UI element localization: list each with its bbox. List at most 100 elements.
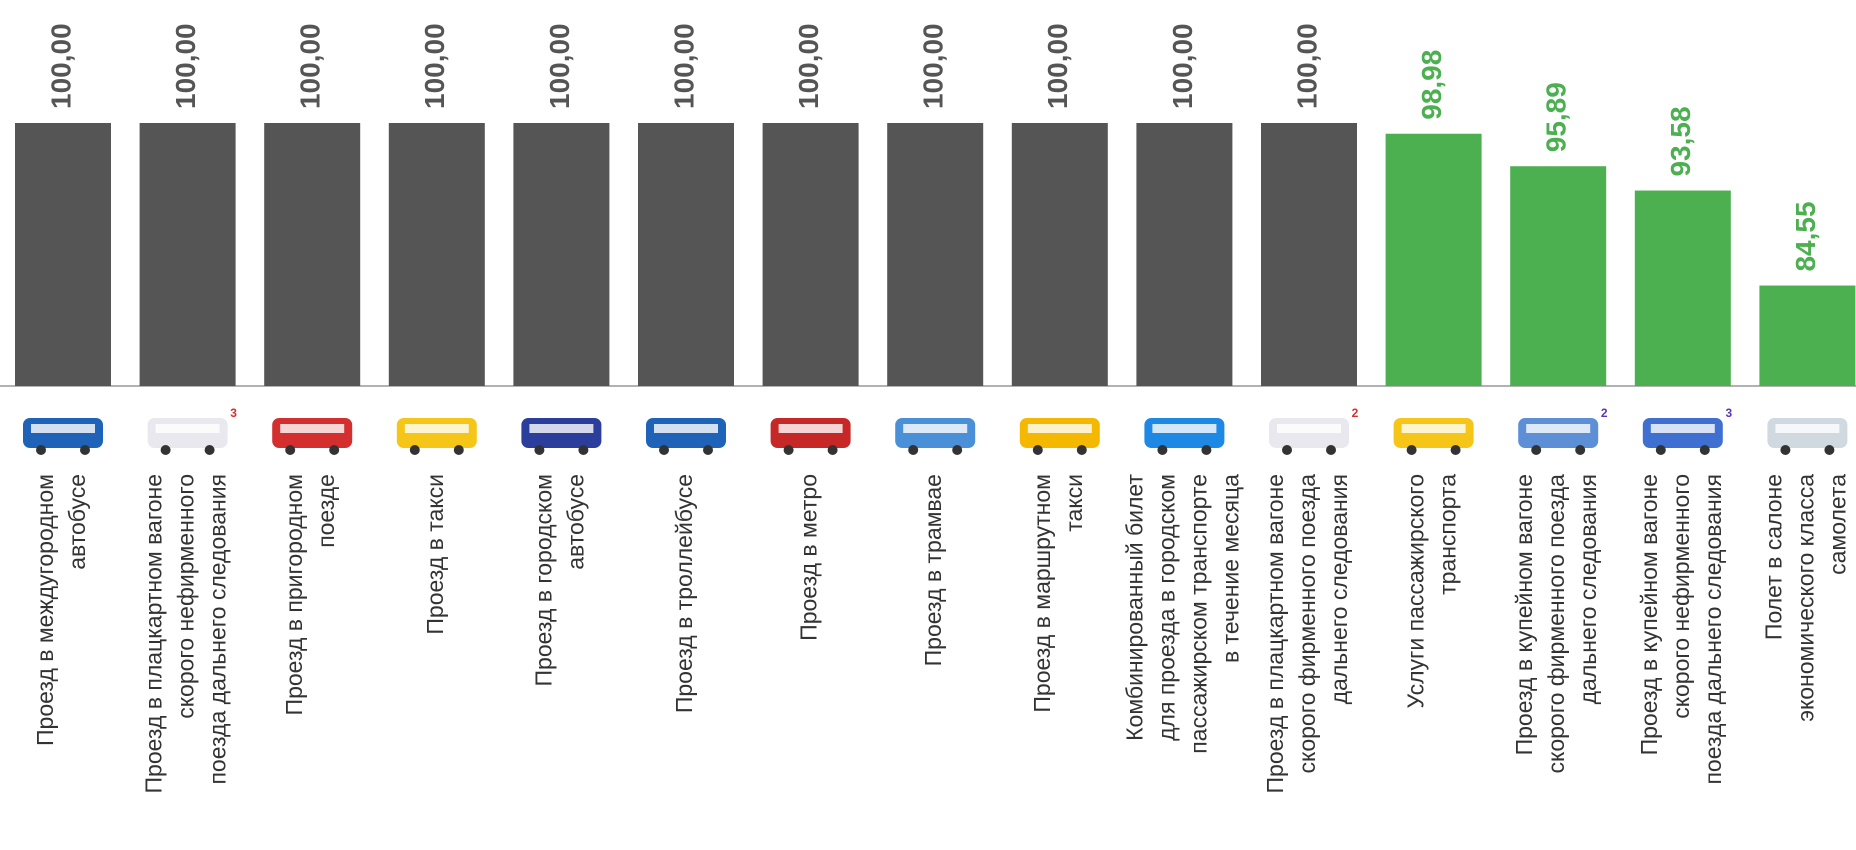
- icon-wheel: [1157, 445, 1168, 455]
- x-tick-label: Проезд в плацкартном вагоне скорого нефир…: [141, 474, 231, 794]
- icon-window: [1526, 424, 1591, 433]
- value-label: 100,00: [295, 23, 326, 109]
- icon-wheel: [80, 445, 90, 455]
- bar: [139, 123, 236, 386]
- x-tick-label: Проезд в метро: [796, 474, 822, 641]
- icon-wheel: [1076, 445, 1087, 455]
- value-label: 100,00: [1167, 23, 1198, 109]
- transport-icon: [272, 418, 353, 455]
- icon-window: [903, 424, 968, 433]
- bar: [762, 123, 859, 386]
- icon-window: [280, 424, 345, 433]
- icon-wheel: [783, 445, 794, 455]
- value-label: 100,00: [1291, 23, 1322, 109]
- transport-icon: [895, 418, 976, 455]
- icon-window: [1027, 424, 1092, 433]
- icon-wheel: [36, 445, 46, 455]
- value-label: 100,00: [1042, 23, 1073, 109]
- value-label: 100,00: [918, 23, 949, 109]
- transport-icon: [1518, 418, 1599, 455]
- transport-icon: [23, 418, 103, 455]
- bar: [887, 123, 984, 386]
- icon-window: [529, 424, 594, 433]
- icon-wheel: [329, 445, 340, 455]
- transport-icon: [1269, 418, 1349, 455]
- bar: [1136, 123, 1233, 386]
- value-label: 93,58: [1665, 106, 1696, 176]
- x-tick-label: Проезд в плацкартном вагоне скорого фирме…: [1262, 474, 1352, 794]
- icon-badge: 3: [1725, 406, 1732, 420]
- icon-window: [155, 424, 220, 433]
- icon-wheel: [578, 445, 589, 455]
- x-tick-label: Проезд в междугородном автобусе: [32, 474, 90, 746]
- x-tick-label: Комбинированный билет для проезда в город…: [1121, 474, 1243, 754]
- icon-wheel: [1406, 445, 1417, 455]
- icon-wheel: [1655, 445, 1666, 455]
- icon-wheel: [1699, 445, 1710, 455]
- icon-wheel: [285, 445, 296, 455]
- x-tick-label: Проезд в пригородном поезде: [281, 474, 339, 715]
- value-label: 100,00: [793, 23, 824, 109]
- value-label: 100,00: [668, 23, 699, 109]
- icon-window: [1152, 424, 1217, 433]
- x-tick-label: Проезд в трамвае: [920, 474, 946, 666]
- value-label: 100,00: [45, 23, 76, 109]
- icon-window: [1277, 424, 1341, 433]
- icon-window: [1650, 424, 1715, 433]
- icon-wheel: [1780, 445, 1791, 455]
- icon-wheel: [1824, 445, 1835, 455]
- bar: [513, 123, 610, 386]
- x-tick-label: Проезд в купейном вагоне скорого нефирмен…: [1636, 474, 1726, 785]
- x-tick-label: Проезд в купейном вагоне скорого фирменно…: [1511, 474, 1601, 774]
- icon-wheel: [453, 445, 464, 455]
- icon-wheel: [952, 445, 963, 455]
- icon-wheel: [204, 445, 215, 455]
- icon-wheel: [908, 445, 919, 455]
- icon-wheel: [1032, 445, 1043, 455]
- transport-icon: [1642, 418, 1723, 455]
- icon-window: [778, 424, 843, 433]
- bar: [1385, 133, 1482, 386]
- value-label: 100,00: [419, 23, 450, 109]
- value-label: 100,00: [170, 23, 201, 109]
- value-label: 98,98: [1416, 50, 1447, 120]
- icon-wheel: [534, 445, 545, 455]
- icon-wheel: [160, 445, 171, 455]
- x-tick-label: Полет в салоне экономического класса самол…: [1760, 474, 1850, 722]
- bar: [1011, 123, 1108, 386]
- icon-wheel: [409, 445, 420, 455]
- bar: [1634, 190, 1731, 386]
- transport-icon: [1144, 418, 1225, 455]
- value-label: 100,00: [544, 23, 575, 109]
- value-label: 84,55: [1790, 201, 1821, 271]
- transport-icon: [1019, 418, 1100, 455]
- bar: [1759, 285, 1856, 386]
- icon-wheel: [1201, 445, 1212, 455]
- x-tick-label: Проезд в городском автобусе: [530, 474, 588, 686]
- icon-wheel: [1531, 445, 1542, 455]
- transport-icon: [1393, 418, 1474, 455]
- transport-icon: [770, 418, 851, 455]
- icon-window: [1401, 424, 1466, 433]
- transport-icon: [521, 418, 602, 455]
- icon-wheel: [1575, 445, 1586, 455]
- icon-wheel: [1450, 445, 1461, 455]
- transport-icon: [147, 418, 228, 455]
- value-label: 95,89: [1541, 82, 1572, 152]
- bar: [264, 123, 361, 386]
- icon-wheel: [827, 445, 838, 455]
- bar: [1510, 166, 1607, 386]
- icon-window: [404, 424, 469, 433]
- x-tick-label: Услуги пассажирского транспорта: [1403, 474, 1461, 709]
- icon-window: [31, 424, 95, 433]
- icon-wheel: [703, 445, 713, 455]
- icon-window: [654, 424, 718, 433]
- bar: [1261, 123, 1357, 386]
- transport-icon: [1767, 418, 1848, 455]
- bar: [638, 123, 734, 386]
- icon-window: [1775, 424, 1840, 433]
- x-tick-label: Проезд в такси: [422, 474, 448, 635]
- transport-icon: [646, 418, 726, 455]
- icon-badge: 3: [230, 406, 237, 420]
